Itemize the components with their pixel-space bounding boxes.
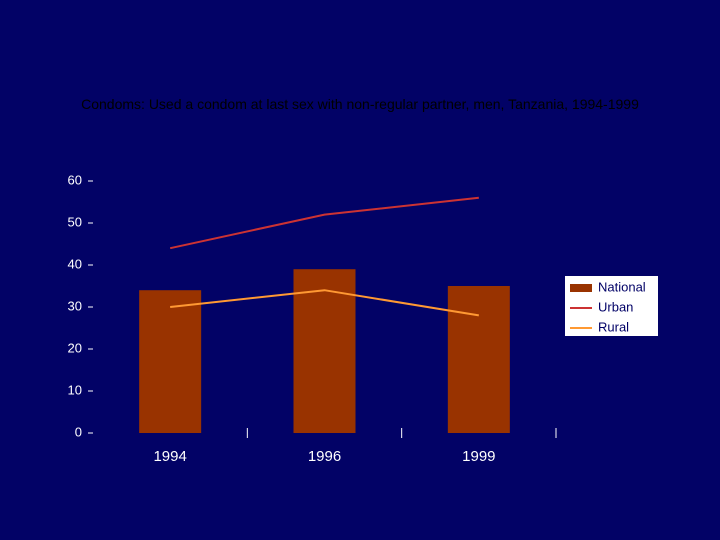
- chart-title: Condoms: Used a condom at last sex with …: [81, 96, 639, 112]
- y-tick-label: 30: [68, 298, 82, 313]
- y-tick-label: 20: [68, 340, 82, 355]
- x-tick-label: 1999: [462, 448, 495, 465]
- y-tick-label: 50: [68, 214, 82, 229]
- bar: [293, 269, 356, 433]
- legend-swatch: [570, 284, 592, 292]
- y-tick-label: 60: [68, 172, 82, 187]
- y-tick-label: 10: [68, 382, 82, 397]
- legend-label: National: [598, 279, 646, 294]
- line: [169, 196, 479, 250]
- legend-label: Urban: [598, 299, 633, 314]
- legend-label: Rural: [598, 319, 629, 334]
- y-tick-label: 0: [75, 424, 82, 439]
- x-tick-label: 1994: [153, 448, 186, 465]
- bar: [139, 290, 202, 433]
- x-tick-label: 1996: [308, 448, 341, 465]
- bar: [447, 286, 510, 433]
- line: [170, 289, 479, 317]
- y-tick-label: 40: [68, 256, 82, 271]
